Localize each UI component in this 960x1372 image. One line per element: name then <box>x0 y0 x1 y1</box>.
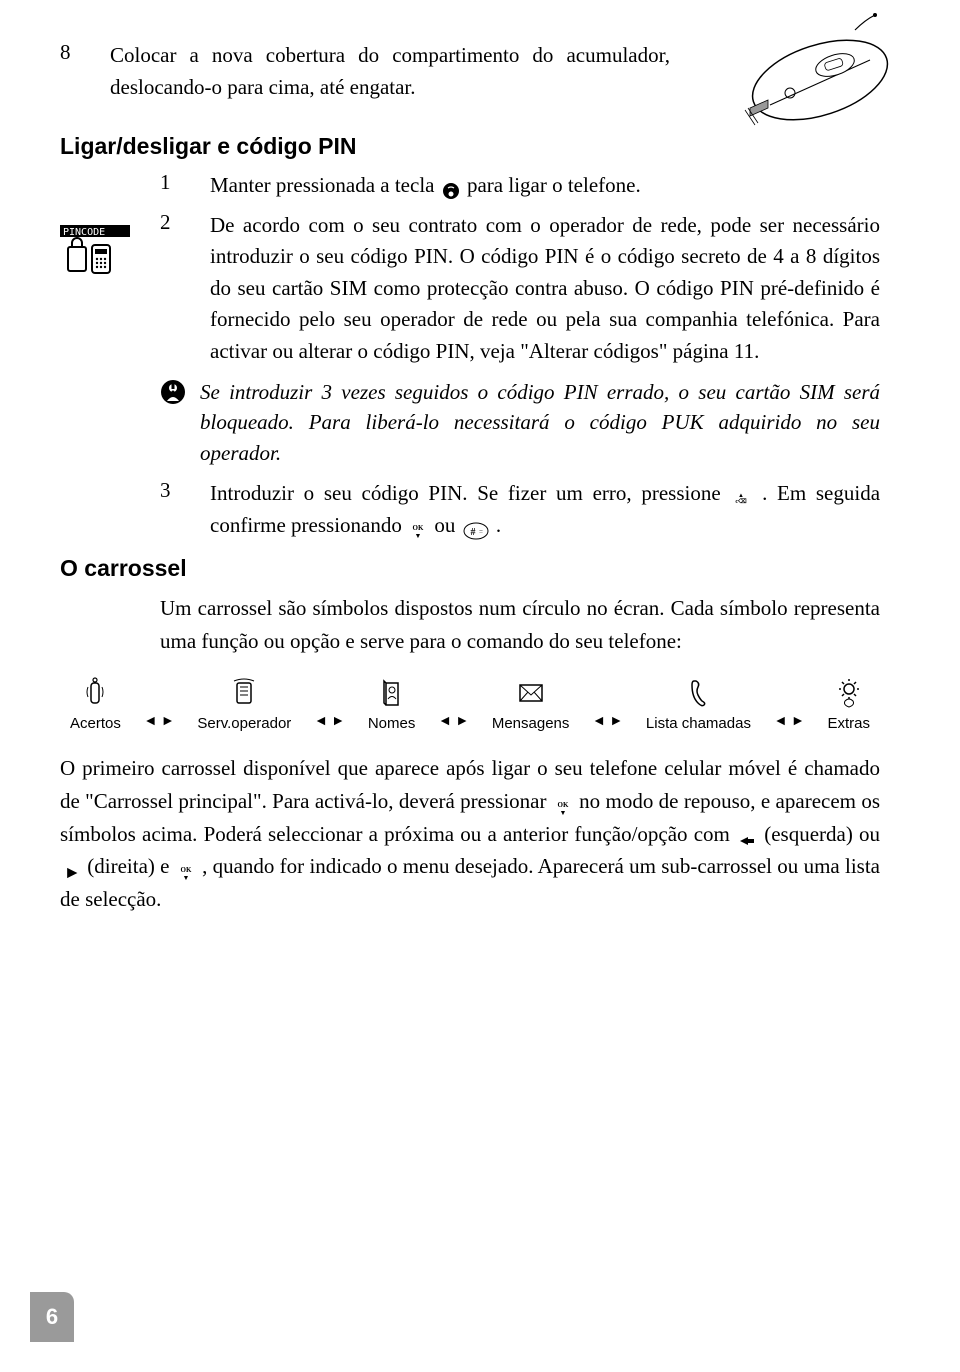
svg-text:▼: ▼ <box>559 809 566 817</box>
label: Extras <box>827 715 870 732</box>
carousel-intro: Um carrossel são símbolos dispostos num … <box>160 592 880 657</box>
ok-key-icon: OK▼ <box>177 859 195 877</box>
svg-text:OK: OK <box>413 524 424 532</box>
text-c: ou <box>434 513 460 537</box>
right-arrow-icon <box>62 859 80 877</box>
messages-icon <box>517 677 545 709</box>
text-c: (esquerda) ou <box>764 822 880 846</box>
text-a: Introduzir o seu código PIN. Se fizer um… <box>210 481 730 505</box>
ok-key-icon: OK▼ <box>409 518 427 536</box>
svg-text:▼: ▼ <box>415 532 422 540</box>
label: Nomes <box>368 715 416 732</box>
phone-illustration <box>700 10 900 140</box>
step-1: 1 Manter pressionada a tecla para ligar … <box>160 170 880 202</box>
nav-arrows-icon: ◄ ► <box>314 714 345 732</box>
main-content: 8 Colocar a nova cobertura do compartime… <box>60 40 880 915</box>
call-list-icon <box>688 677 708 709</box>
text-d: . <box>496 513 501 537</box>
label: Mensagens <box>492 715 570 732</box>
svg-text:▼: ▼ <box>182 874 189 882</box>
text-d: (direita) e <box>87 854 175 878</box>
label: Serv.operador <box>197 715 291 732</box>
ok-key-icon: OK▼ <box>554 794 572 812</box>
hash-key-icon: #= <box>463 518 489 536</box>
svg-text:PINCODE: PINCODE <box>63 227 105 238</box>
operator-icon <box>232 677 256 709</box>
carousel-item-extras: Extras <box>827 677 870 732</box>
step-number: 3 <box>160 478 210 541</box>
step-text: De acordo com o seu contrato com o opera… <box>210 210 880 368</box>
page-number: 6 <box>30 1292 74 1342</box>
nav-arrows-icon: ◄ ► <box>144 714 175 732</box>
step-number: 2 <box>160 210 210 368</box>
svg-text:OK: OK <box>180 866 191 874</box>
note-text: Se introduzir 3 vezes seguidos o código … <box>200 377 880 468</box>
clear-key-icon: ▲c⌫ <box>732 487 750 505</box>
svg-text:c⌫: c⌫ <box>736 498 748 505</box>
nav-arrows-icon: ◄ ► <box>592 714 623 732</box>
extras-icon <box>837 677 861 709</box>
pincode-graphic: PINCODE <box>60 225 140 310</box>
step-text: Introduzir o seu código PIN. Se fizer um… <box>210 478 880 541</box>
step-number: 8 <box>60 40 110 103</box>
warning-note: Se introduzir 3 vezes seguidos o código … <box>160 377 880 468</box>
step-text: Manter pressionada a tecla para ligar o … <box>210 170 880 202</box>
heading-carrossel: O carrossel <box>60 555 880 582</box>
nav-arrows-icon: ◄ ► <box>438 714 469 732</box>
settings-icon <box>83 677 107 709</box>
names-icon <box>380 677 404 709</box>
step-3: 3 Introduzir o seu código PIN. Se fizer … <box>160 478 880 541</box>
nav-arrows-icon: ◄ ► <box>774 714 805 732</box>
label: Acertos <box>70 715 121 732</box>
carousel-item-servoperador: Serv.operador <box>197 677 291 732</box>
svg-text:#: # <box>470 527 475 538</box>
step-number: 1 <box>160 170 210 202</box>
carousel-icons-row: Acertos ◄ ► Serv.operador ◄ ► Nomes ◄ ► <box>60 677 880 732</box>
step-text: Colocar a nova cobertura do compartiment… <box>110 40 670 103</box>
power-key-icon <box>442 178 460 196</box>
text-a: Manter pressionada a tecla <box>210 173 440 197</box>
text-b: para ligar o telefone. <box>467 173 641 197</box>
carousel-item-lista: Lista chamadas <box>646 677 751 732</box>
carousel-item-nomes: Nomes <box>368 677 416 732</box>
warning-icon <box>160 377 200 468</box>
carousel-item-mensagens: Mensagens <box>492 677 570 732</box>
carousel-item-acertos: Acertos <box>70 677 121 732</box>
label: Lista chamadas <box>646 715 751 732</box>
left-arrow-icon <box>738 827 756 845</box>
step-2: 2 De acordo com o seu contrato com o ope… <box>160 210 880 368</box>
svg-text:=: = <box>479 528 483 536</box>
document-page: 8 Colocar a nova cobertura do compartime… <box>0 0 960 965</box>
svg-text:OK: OK <box>557 801 568 809</box>
body-paragraph: O primeiro carrossel disponível que apar… <box>60 752 880 915</box>
